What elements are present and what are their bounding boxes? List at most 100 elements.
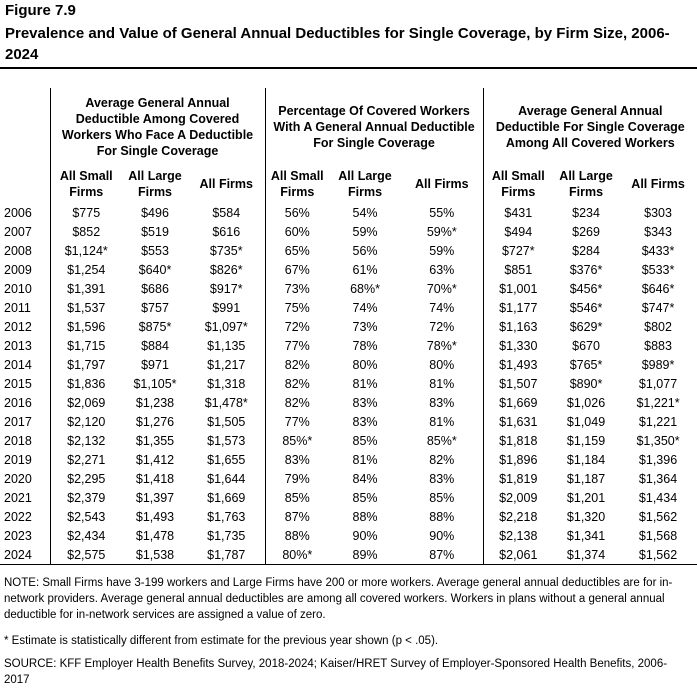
value-cell: $765*: [569, 357, 603, 372]
value-cell: $1,184: [566, 452, 606, 467]
value-cell: $1,818: [482, 431, 554, 450]
value-cell: $917*: [209, 281, 243, 296]
value-cell: $1,787: [207, 547, 246, 562]
value-cell: $1,669: [482, 393, 554, 412]
value-cell: $2,132: [49, 431, 122, 450]
value-cell: $1,276: [135, 414, 175, 429]
value-cell: $1,330: [482, 336, 554, 355]
year-cell: 2020: [4, 471, 32, 486]
table-row: 2023 $2,434 $1,478 $1,735 88% 90% 90% $2,138 $1,…: [0, 526, 697, 545]
column-header: All Firms: [199, 177, 254, 191]
value-cell: 85%: [352, 433, 378, 448]
value-cell: $1,177: [482, 298, 554, 317]
value-cell: 72%: [429, 319, 455, 334]
table-row: 2011 $1,537 $757 $991 75% 74% 74% $1,177 $546* $7…: [0, 298, 697, 317]
year-cell: 2013: [4, 338, 32, 353]
value-cell: 63%: [429, 262, 455, 277]
value-cell: 83%: [429, 395, 455, 410]
data-table: Average General Annual Deductible Among …: [0, 88, 697, 565]
value-cell: 79%: [264, 469, 330, 488]
value-cell: $553: [141, 243, 169, 258]
column-header: All Small Firms: [49, 165, 122, 203]
year-cell: 2023: [4, 528, 32, 543]
value-cell: 59%: [429, 243, 455, 258]
value-cell: $1,026: [566, 395, 606, 410]
title-rule: [0, 67, 697, 69]
value-cell: $890*: [569, 376, 603, 391]
table-row: 2022 $2,543 $1,493 $1,763 87% 88% 88% $2,218 $1,…: [0, 507, 697, 526]
table-row: 2021 $2,379 $1,397 $1,669 85% 85% 85% $2,009 $1,…: [0, 488, 697, 507]
value-cell: $343: [644, 224, 672, 239]
value-cell: $431: [482, 203, 554, 222]
value-cell: $1,562: [638, 509, 678, 524]
value-cell: $1,568: [638, 528, 678, 543]
value-cell: $1,412: [135, 452, 175, 467]
value-cell: $2,009: [482, 488, 554, 507]
table-row: 2013 $1,715 $884 $1,135 77% 78% 78%* $1,330 $670…: [0, 336, 697, 355]
value-cell: $640*: [138, 262, 172, 277]
value-cell: $1,097*: [204, 319, 248, 334]
year-cell: 2019: [4, 452, 32, 467]
value-cell: 70%*: [426, 281, 457, 296]
value-cell: $616: [212, 224, 241, 239]
value-cell: $1,397: [135, 490, 175, 505]
value-cell: 59%: [352, 224, 378, 239]
column-header: All Firms: [415, 177, 469, 191]
table-row: 2007 $852 $519 $616 60% 59% 59%* $494 $269 $343: [0, 222, 697, 241]
table-row: 2008 $1,124* $553 $735* 65% 56% 59% $727* $284 $4…: [0, 241, 697, 260]
value-cell: $1,478: [135, 528, 175, 543]
value-cell: $727*: [482, 241, 554, 260]
value-cell: 82%: [264, 374, 330, 393]
value-cell: $456*: [569, 281, 603, 296]
value-cell: 82%: [264, 393, 330, 412]
value-cell: $584: [212, 205, 241, 220]
year-cell: 2008: [4, 243, 32, 258]
value-cell: $2,434: [49, 526, 122, 545]
value-cell: 73%: [264, 279, 330, 298]
year-cell: 2021: [4, 490, 32, 505]
year-cell: 2011: [4, 300, 31, 315]
value-cell: 60%: [264, 222, 330, 241]
column-header-row: All Small Firms All Large Firms All Firms A…: [0, 165, 697, 203]
value-cell: 84%: [352, 471, 378, 486]
value-cell: $852: [49, 222, 122, 241]
value-cell: $1,341: [566, 528, 606, 543]
table-row: 2006 $775 $496 $584 56% 54% 55% $431 $234 $303: [0, 203, 697, 222]
value-cell: 74%: [352, 300, 378, 315]
footnote: * Estimate is statistically different fr…: [4, 635, 439, 647]
value-cell: $269: [572, 224, 600, 239]
value-cell: $1,797: [49, 355, 122, 374]
table-row: 2012 $1,596 $875* $1,097* 72% 73% 72% $1,163 $62…: [0, 317, 697, 336]
table-row: 2024 $2,575 $1,538 $1,787 80%* 89% 87% $2,061 $1…: [0, 545, 697, 565]
value-cell: 72%: [264, 317, 330, 336]
value-cell: $971: [141, 357, 169, 372]
value-cell: $757: [141, 300, 169, 315]
value-cell: $1,350*: [636, 433, 680, 448]
value-cell: 88%: [429, 509, 455, 524]
value-cell: $533*: [641, 262, 675, 277]
value-cell: $1,493: [135, 509, 175, 524]
value-cell: $884: [141, 338, 169, 353]
value-cell: 88%: [352, 509, 378, 524]
value-cell: $1,318: [207, 376, 246, 391]
value-cell: 75%: [264, 298, 330, 317]
value-cell: 88%: [264, 526, 330, 545]
value-cell: $2,120: [49, 412, 122, 431]
value-cell: 73%: [352, 319, 378, 334]
value-cell: $2,575: [49, 545, 122, 565]
value-cell: $1,077: [638, 376, 678, 391]
value-cell: 82%: [429, 452, 455, 467]
value-cell: $1,819: [482, 469, 554, 488]
value-cell: 85%: [429, 490, 455, 505]
value-cell: 82%: [264, 355, 330, 374]
value-cell: $1,537: [49, 298, 122, 317]
table-row: 2009 $1,254 $640* $826* 67% 61% 63% $851 $376* $5…: [0, 260, 697, 279]
year-cell: 2016: [4, 395, 32, 410]
value-cell: $303: [644, 205, 672, 220]
value-cell: 85%*: [264, 431, 330, 450]
year-cell: 2012: [4, 319, 32, 334]
value-cell: $2,218: [482, 507, 554, 526]
value-cell: $1,320: [566, 509, 606, 524]
value-cell: $1,201: [566, 490, 606, 505]
